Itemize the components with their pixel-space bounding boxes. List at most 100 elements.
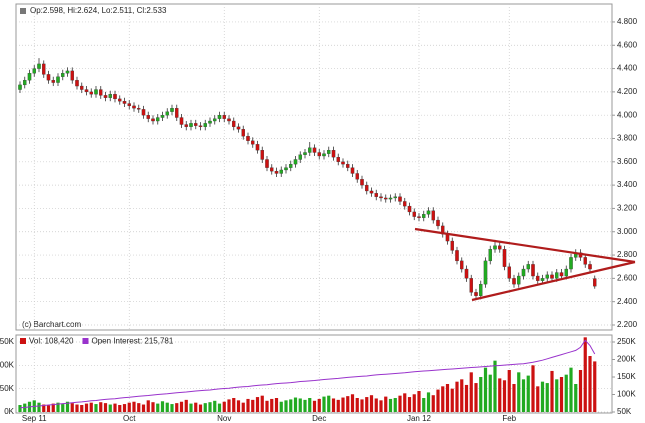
volume-bar (289, 399, 293, 412)
candle-body (569, 257, 573, 270)
volume-bar (365, 397, 369, 412)
y-tick-label: 4.400 (617, 64, 638, 73)
volume-bar (407, 397, 412, 412)
candle-body (393, 196, 397, 199)
volume-bar (393, 398, 397, 412)
volume-bar (160, 401, 165, 412)
volume-bar (493, 360, 497, 412)
x-tick-label: Sep 11 (22, 414, 47, 423)
candle-body (550, 274, 554, 279)
volume-bar (379, 400, 383, 412)
candle-body (383, 197, 388, 200)
candle-body (588, 264, 592, 270)
candle-body (497, 245, 502, 250)
candle-body (274, 170, 279, 174)
candle-body (345, 163, 350, 168)
candle-body (203, 123, 207, 127)
volume-bar (265, 400, 269, 412)
candle-body (474, 292, 478, 296)
volume-bar (232, 398, 236, 412)
volume-bar (536, 386, 540, 412)
volume-bar (384, 396, 388, 412)
volume-bar (369, 395, 374, 412)
volume-bar (184, 399, 188, 412)
y2-tick-label: 150K (617, 372, 636, 381)
candle-body (212, 118, 217, 122)
candle-body (227, 118, 231, 122)
x-tick-label: Feb (502, 414, 516, 423)
header-icon (20, 8, 26, 14)
candle-body (388, 197, 393, 200)
legend-label: Open Interest: 215,781 (91, 337, 173, 346)
candle-body (94, 89, 98, 95)
candle-body (469, 278, 473, 293)
volume-bar (441, 386, 445, 412)
volume-bar (284, 400, 288, 412)
candle-body (27, 73, 32, 81)
volume-bar (84, 403, 89, 412)
candle-body (540, 278, 545, 281)
candle-body (241, 129, 245, 137)
candle-body (127, 103, 132, 107)
candle-body (298, 154, 302, 160)
volume-bar (540, 381, 545, 412)
volume-bar (350, 394, 355, 412)
candle-body (478, 284, 483, 296)
y-tick-label: 2.800 (617, 250, 638, 259)
candle-body (65, 70, 70, 74)
volume-bar (412, 394, 416, 412)
volume-bar (398, 395, 402, 412)
volume-bar (431, 395, 435, 412)
price-panel (15, 3, 613, 331)
candle-body (350, 167, 355, 174)
volume-bar (189, 403, 193, 412)
volume-bar (241, 402, 245, 412)
candle-body (75, 80, 79, 87)
candle-body (545, 274, 550, 279)
candle-body (37, 63, 41, 69)
candle-body (536, 275, 540, 281)
volume-bar (574, 384, 578, 412)
candle-body (151, 118, 155, 122)
volume-bar (578, 370, 583, 412)
legend-swatch (82, 338, 89, 344)
volume-bar (403, 393, 407, 412)
volume-bar (127, 402, 131, 412)
volume-bar (303, 399, 307, 412)
volume-bar (203, 403, 207, 412)
volume-bar (464, 384, 469, 412)
volume-bar (103, 403, 108, 412)
candle-body (493, 245, 497, 250)
candle-body (99, 89, 103, 96)
volume-bar (108, 404, 112, 412)
candle-body (22, 80, 27, 86)
volume-bar (65, 401, 70, 412)
candle-body (260, 150, 264, 160)
volume-bar (498, 378, 502, 412)
candle-body (18, 84, 22, 90)
volume-bar (80, 405, 84, 412)
volume-bar (422, 398, 426, 412)
volume-bar (488, 374, 492, 412)
y-tick-label: 0K (4, 407, 14, 416)
y-tick-label: 2.400 (617, 297, 638, 306)
volume-bar (436, 389, 440, 412)
volume-bar (336, 399, 340, 412)
volume-bar (374, 398, 378, 412)
candle-body (450, 240, 454, 251)
volume-bar (469, 372, 473, 412)
candle-body (217, 115, 222, 119)
volume-bar (156, 403, 160, 412)
candle-body (436, 219, 440, 227)
candle-body (379, 196, 383, 199)
y-tick-label: 4.600 (617, 40, 638, 49)
open-interest-line (19, 339, 596, 409)
candle-body (407, 205, 412, 213)
candle-body (265, 159, 269, 168)
candle-body (236, 126, 241, 130)
candle-body (42, 63, 46, 75)
volume-bar (445, 384, 450, 412)
candle-body (307, 147, 312, 153)
volume-bar (260, 395, 264, 412)
candle-body (46, 74, 51, 81)
